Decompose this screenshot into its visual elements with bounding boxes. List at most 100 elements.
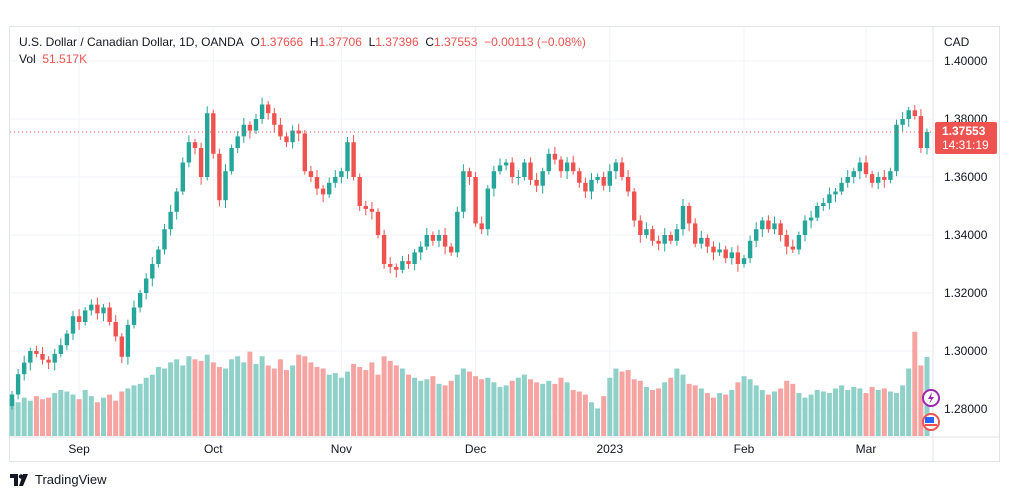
- candle-body: [650, 229, 655, 241]
- candle-body: [180, 162, 185, 192]
- candle-body: [363, 206, 368, 209]
- volume-bar: [418, 380, 424, 436]
- volume-bar: [723, 394, 729, 436]
- time-tick-label: 2023: [596, 442, 623, 456]
- volume-bar: [52, 393, 58, 436]
- candle-body: [388, 264, 393, 267]
- candle-body: [302, 133, 307, 172]
- volume-bar: [125, 388, 131, 436]
- currency-label: CAD: [944, 35, 970, 49]
- candle-body: [327, 182, 332, 195]
- volume-bar: [216, 366, 222, 436]
- candle-body: [369, 208, 375, 212]
- price-tick-label: 1.28000: [944, 402, 988, 416]
- volume-bar: [15, 402, 21, 436]
- volume-bar: [180, 365, 186, 436]
- us-flag-event-icon[interactable]: [922, 413, 940, 431]
- candle-body: [924, 131, 930, 148]
- volume-bar: [76, 399, 82, 436]
- volume-bar: [814, 389, 820, 436]
- candle-body: [699, 237, 704, 244]
- volume-bar: [64, 391, 70, 436]
- candle-body: [717, 249, 722, 253]
- candle-body: [278, 124, 283, 137]
- candle-body: [412, 252, 417, 264]
- candle-body: [284, 136, 289, 143]
- volume-bar: [686, 383, 692, 436]
- volume-bar: [851, 386, 857, 436]
- volume-bar: [27, 400, 33, 436]
- candle-body: [522, 162, 527, 177]
- volume-bar: [338, 377, 344, 436]
- candle-body: [632, 191, 637, 221]
- candle-body: [564, 162, 570, 172]
- candle-body: [308, 171, 314, 177]
- candle-body: [601, 177, 606, 186]
- candle-body: [827, 194, 832, 204]
- candle-body: [821, 203, 826, 206]
- candle-body: [320, 188, 326, 195]
- candle-body: [571, 162, 576, 172]
- symbol-legend: U.S. Dollar / Canadian Dollar, 1D, OANDA…: [19, 35, 586, 49]
- candle-body: [772, 223, 777, 230]
- volume-bar: [363, 370, 369, 436]
- volume-bar: [894, 393, 899, 436]
- high-value: 1.37706: [318, 35, 362, 49]
- time-tick-label: Oct: [204, 442, 223, 456]
- open-label: O: [250, 35, 260, 49]
- volume-bar: [668, 377, 674, 436]
- candle-body: [351, 142, 356, 177]
- volume-bar: [119, 391, 125, 436]
- volume-bar: [186, 356, 192, 436]
- volume-bar: [576, 391, 582, 436]
- volume-bar: [253, 363, 259, 436]
- volume-bar: [918, 365, 924, 436]
- volume-bar: [204, 354, 210, 436]
- volume-bar: [765, 394, 771, 436]
- time-tick-label: Nov: [331, 442, 352, 456]
- candle-body: [52, 353, 57, 363]
- volume-bar: [33, 396, 39, 436]
- candle-body: [863, 162, 869, 175]
- price-tick-label: 1.40000: [944, 54, 988, 68]
- volume-bar: [717, 393, 723, 436]
- candle-body: [778, 223, 783, 235]
- volume-bar: [625, 370, 631, 436]
- volume-bar: [137, 383, 143, 436]
- volume-bar: [753, 385, 759, 436]
- candle-body: [467, 171, 472, 177]
- volume-bar: [290, 365, 296, 436]
- candle-body: [46, 359, 51, 363]
- volume-bar: [839, 385, 845, 436]
- lightning-event-icon[interactable]: [922, 389, 940, 407]
- candle-body: [491, 171, 497, 189]
- volume-bar: [820, 391, 826, 436]
- volume-bar: [70, 394, 76, 436]
- volume-bar: [308, 362, 314, 436]
- volume-bar: [515, 377, 521, 436]
- candle-body: [656, 240, 661, 244]
- candle-body: [290, 130, 295, 143]
- candlestick-chart[interactable]: CAD 1.400001.380001.360001.340001.320001…: [0, 0, 1012, 470]
- volume-bar: [503, 385, 509, 436]
- volume-bar: [631, 379, 637, 436]
- time-axis[interactable]: Sep Oct Nov Dec 2023 Feb Mar: [68, 442, 876, 456]
- volume-bar: [650, 389, 655, 436]
- price-tick-label: 1.34000: [944, 228, 988, 242]
- volume-bar: [729, 389, 735, 436]
- candle-body: [534, 179, 539, 186]
- volume-bar: [485, 377, 491, 436]
- volume-bar: [582, 394, 588, 436]
- candle-body: [357, 177, 362, 206]
- candle-body: [625, 177, 631, 192]
- volume-bar: [406, 374, 411, 436]
- candle-body: [22, 362, 27, 375]
- volume-bar: [784, 380, 790, 436]
- volume-bar: [369, 362, 375, 436]
- tradingview-logo[interactable]: TradingView: [10, 472, 107, 487]
- candle-body: [589, 179, 594, 192]
- price-axis[interactable]: 1.400001.380001.360001.340001.320001.300…: [944, 54, 988, 416]
- volume-bar: [460, 368, 466, 436]
- volume-bar: [448, 380, 454, 436]
- candle-body: [766, 220, 771, 230]
